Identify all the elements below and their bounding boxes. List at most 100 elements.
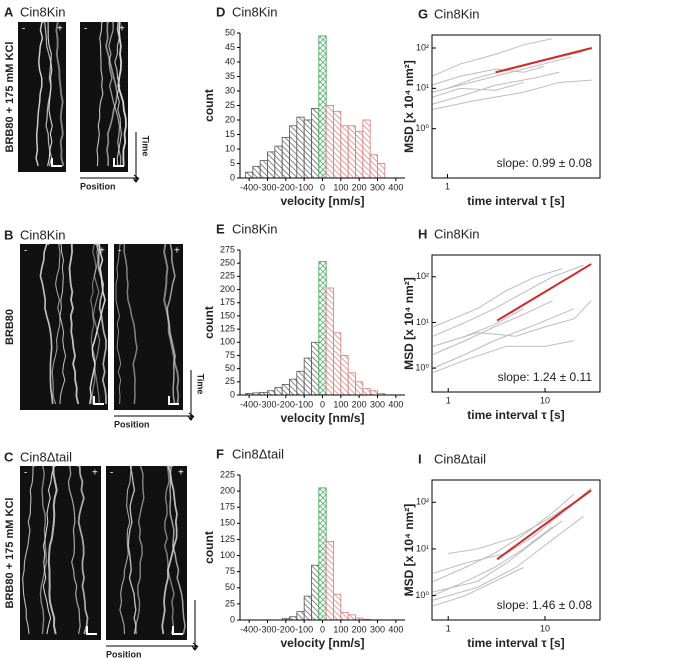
bar <box>318 35 327 179</box>
y-tick-label: 10¹ <box>416 317 429 327</box>
y-tick-label: 125 <box>220 534 235 544</box>
x-tick-label: 200 <box>352 624 367 634</box>
y-tick-label: 25 <box>225 598 235 608</box>
bar <box>355 381 364 396</box>
msd-line <box>433 493 575 583</box>
x-tick-label: 100 <box>333 624 348 634</box>
bar <box>325 287 334 396</box>
panel-label: I <box>418 451 422 466</box>
x-axis-label: velocity [nm/s] <box>280 194 364 208</box>
y-tick-label: 20 <box>225 114 235 124</box>
bar <box>281 136 290 179</box>
y-axis-label: MSD [x 10⁴ nm²] <box>402 504 416 597</box>
x-tick-label: 1 <box>445 181 450 191</box>
position-label: Position <box>106 649 142 659</box>
kymo-track <box>35 21 44 167</box>
msd-line <box>433 300 592 347</box>
scale-bar <box>51 158 62 167</box>
y-tick-label: 10¹ <box>416 543 429 553</box>
bar <box>303 595 312 621</box>
position-arrow <box>80 174 139 182</box>
y-tick-label: 0 <box>230 614 235 624</box>
panel-label: C <box>4 449 14 464</box>
y-tick-label: 50 <box>225 27 235 37</box>
kymo-track <box>59 243 67 405</box>
y-tick-label: 75 <box>225 566 235 576</box>
condition-label: BRB80 + 175 mM KCl <box>4 42 16 153</box>
kymo-track <box>47 465 58 635</box>
y-tick-label: 25 <box>225 100 235 110</box>
bar <box>311 341 320 396</box>
y-tick-label: 175 <box>220 502 235 512</box>
x-tick-label: 1 <box>446 623 451 633</box>
panel-title: Cin8Δtail <box>232 446 284 461</box>
x-axis-label: time interval τ [s] <box>467 194 564 208</box>
x-tick-label: 100 <box>333 182 348 192</box>
bar <box>347 125 356 179</box>
y-tick-label: 225 <box>220 469 235 479</box>
panel-title: Cin8Δtail <box>20 449 72 464</box>
x-axis-label: velocity [nm/s] <box>280 411 364 425</box>
y-tick-label: 50 <box>225 582 235 592</box>
bar <box>296 611 305 621</box>
bar <box>325 540 334 621</box>
y-tick-label: 10² <box>416 42 429 52</box>
panel-title: Cin8Kin <box>20 4 66 19</box>
y-tick-label: 0 <box>230 389 235 399</box>
msd-line <box>496 489 592 561</box>
kymograph <box>18 22 66 172</box>
y-tick-label: 10⁰ <box>415 123 429 133</box>
x-tick-label: -300 <box>258 182 276 192</box>
x-tick-label: 1 <box>446 395 451 405</box>
bar <box>311 564 320 621</box>
kymo-track <box>55 21 65 167</box>
msd-line <box>431 38 552 77</box>
y-axis-label: count <box>202 531 216 564</box>
kymo-track <box>164 465 175 635</box>
panel-title: Cin8Kin <box>434 6 480 21</box>
x-tick-label: -400 <box>240 399 258 409</box>
y-tick-label: 150 <box>220 310 235 320</box>
bar <box>333 593 342 621</box>
annotation: slope: 1.46 ± 0.08 <box>497 598 593 612</box>
bar <box>347 372 356 396</box>
msd-line <box>433 308 524 347</box>
time-arrow <box>187 370 195 421</box>
x-tick-label: -100 <box>295 624 313 634</box>
msd-line <box>433 526 553 597</box>
bar <box>303 357 312 396</box>
kymo-track <box>127 465 137 635</box>
panel-title: Cin8Kin <box>232 221 278 236</box>
y-tick-label: 150 <box>220 518 235 528</box>
panel-label: H <box>418 226 427 241</box>
msd-line <box>496 263 592 322</box>
end-marker: - <box>24 468 27 479</box>
kymograph <box>20 244 108 410</box>
y-tick-label: 125 <box>220 323 235 333</box>
y-axis-label: count <box>202 306 216 339</box>
panel-label: F <box>216 446 224 461</box>
kymo-track <box>108 21 122 167</box>
y-tick-label: 10² <box>416 497 429 507</box>
bar <box>362 388 371 396</box>
time-arrow <box>132 132 140 183</box>
x-tick-label: 300 <box>370 624 385 634</box>
end-marker: + <box>92 468 98 479</box>
time-arrow <box>191 600 199 651</box>
msd-line <box>431 71 560 105</box>
kymo-track <box>67 465 81 635</box>
bar <box>296 370 305 396</box>
y-tick-label: 30 <box>225 85 235 95</box>
kymo-track <box>42 465 55 635</box>
kymo-track <box>115 243 123 405</box>
panel-label: A <box>4 4 14 19</box>
y-tick-label: 10⁰ <box>415 362 429 372</box>
bar <box>340 355 349 396</box>
y-tick-label: 200 <box>220 485 235 495</box>
kymo-track <box>123 243 138 405</box>
bar <box>333 332 342 396</box>
x-tick-label: -200 <box>277 624 295 634</box>
x-axis-label: time interval τ [s] <box>467 636 564 650</box>
msd-line <box>433 340 575 374</box>
msd-line <box>431 65 544 86</box>
